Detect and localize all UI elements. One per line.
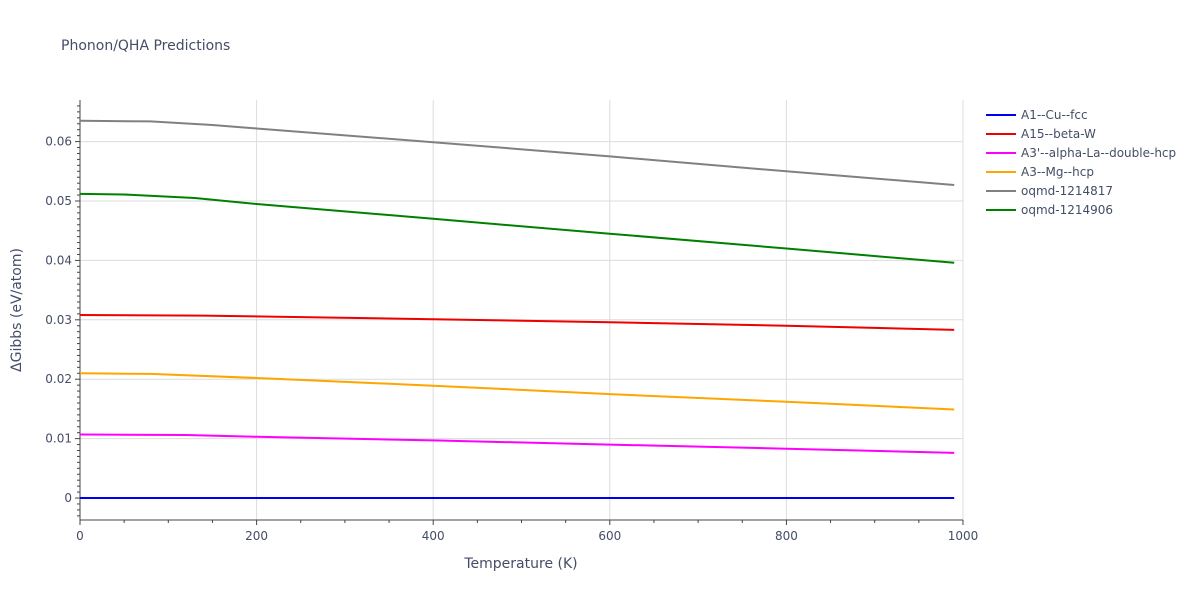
series-line <box>79 372 955 411</box>
x-tick-label: 1000 <box>948 529 979 543</box>
y-tick-label: 0.04 <box>45 253 72 267</box>
x-tick-label: 600 <box>598 529 621 543</box>
series-lines <box>79 119 955 499</box>
y-tick-label: 0.03 <box>45 313 72 327</box>
y-tick-label: 0.01 <box>45 432 72 446</box>
legend-label: A15--beta-W <box>1021 127 1096 141</box>
x-tick-label: 0 <box>76 529 84 543</box>
legend-label: A3'--alpha-La--double-hcp <box>1021 146 1176 160</box>
legend-label: A1--Cu--fcc <box>1021 108 1088 122</box>
y-tick-label: 0.02 <box>45 372 72 386</box>
series-line <box>79 119 955 186</box>
y-tick-label: 0.05 <box>45 194 72 208</box>
x-axis-title: Temperature (K) <box>463 556 577 572</box>
legend-label: oqmd-1214906 <box>1021 203 1113 217</box>
legend-item[interactable]: A3'--alpha-La--double-hcp <box>986 146 1176 160</box>
y-tick-label: 0.06 <box>45 135 72 149</box>
series-line <box>79 314 955 331</box>
series-line <box>79 433 955 454</box>
legend-item[interactable]: A1--Cu--fcc <box>986 108 1088 122</box>
legend-item[interactable]: oqmd-1214817 <box>986 184 1113 198</box>
chart-title: Phonon/QHA Predictions <box>61 38 230 54</box>
legend-label: A3--Mg--hcp <box>1021 165 1094 179</box>
grid <box>80 100 964 520</box>
axes: 0 200 400 600 800 1000 0 0.01 0.02 0.03 0.04 0.05 0.… <box>45 100 978 543</box>
x-tick-label: 800 <box>775 529 798 543</box>
y-axis-title: ΔGibbs (eV/atom) <box>9 248 25 372</box>
legend-item[interactable]: A15--beta-W <box>986 127 1096 141</box>
x-tick-label: 200 <box>245 529 268 543</box>
series-line <box>79 192 955 264</box>
y-tick-label: 0 <box>64 491 72 505</box>
legend-item[interactable]: oqmd-1214906 <box>986 203 1113 217</box>
legend[interactable]: A1--Cu--fcc A15--beta-W A3'--alpha-La--dou… <box>986 108 1176 217</box>
legend-label: oqmd-1214817 <box>1021 184 1113 198</box>
legend-item[interactable]: A3--Mg--hcp <box>986 165 1094 179</box>
x-tick-label: 400 <box>422 529 445 543</box>
